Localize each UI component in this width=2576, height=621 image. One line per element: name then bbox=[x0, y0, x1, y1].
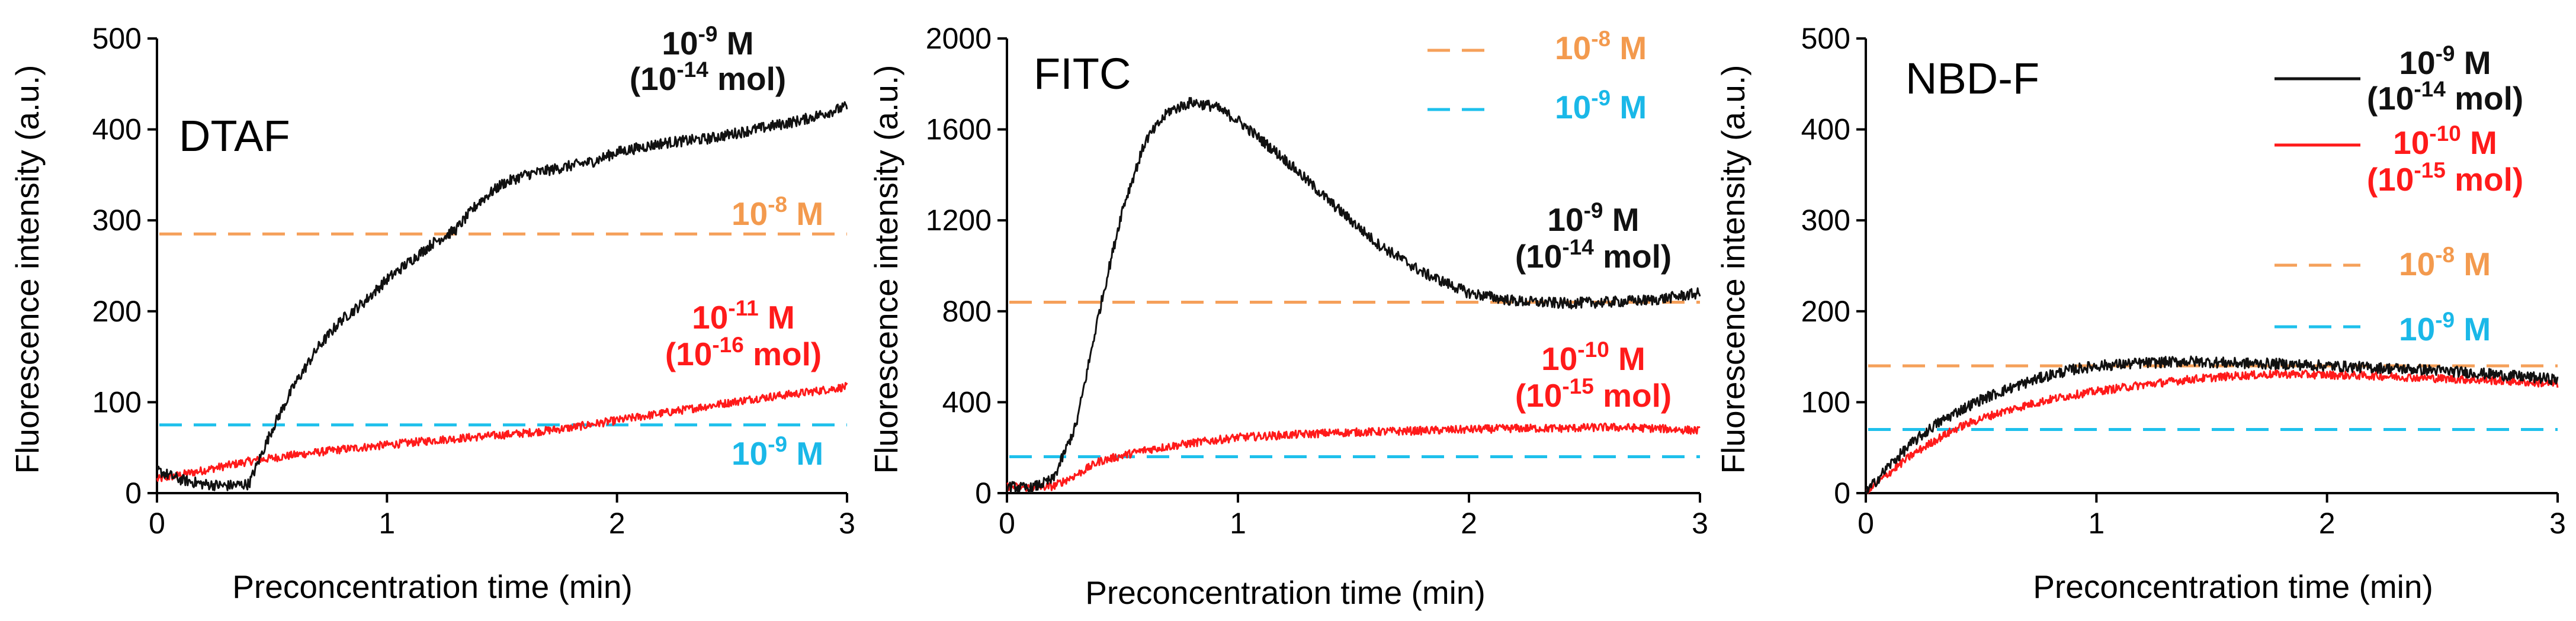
y-tick-label: 800 bbox=[942, 295, 992, 328]
x-tick-label: 2 bbox=[609, 507, 625, 540]
series-line-black bbox=[1006, 96, 1701, 494]
annotation-red-mol: (10-15 mol) bbox=[1515, 374, 1672, 414]
annotation-red-mol: (10-15 mol) bbox=[2367, 158, 2523, 198]
y-tick-label: 1200 bbox=[926, 204, 992, 237]
y-axis-title: Fluorescence intensity (a.u.) bbox=[868, 65, 904, 474]
y-tick-label: 500 bbox=[92, 22, 142, 55]
y-tick-label: 2000 bbox=[926, 22, 992, 55]
x-tick-label: 0 bbox=[999, 507, 1015, 540]
y-tick-label: 200 bbox=[92, 295, 142, 328]
x-tick-label: 1 bbox=[378, 507, 395, 540]
ref-label-orange: 10-8 M bbox=[2399, 243, 2491, 282]
annotation-black: 10-9 M bbox=[662, 22, 753, 62]
annotation-red: 10-10 M bbox=[1541, 337, 1645, 377]
panel-title: FITC bbox=[1034, 49, 1131, 98]
ref-label-cyan: 10-9 M bbox=[2399, 308, 2491, 347]
annotation-black: 10-9 M bbox=[1547, 198, 1639, 238]
y-tick-label: 0 bbox=[975, 477, 992, 510]
y-tick-label: 400 bbox=[942, 385, 992, 419]
y-tick-label: 400 bbox=[1801, 113, 1850, 146]
y-tick-label: 200 bbox=[1801, 295, 1850, 328]
y-tick-label: 0 bbox=[1834, 477, 1850, 510]
y-tick-label: 300 bbox=[1801, 204, 1850, 237]
annotation-red: 10-10 M bbox=[2393, 121, 2497, 161]
annotation-red: 10-11 M bbox=[692, 296, 795, 336]
y-axis-title: Fluorescence intensity (a.u.) bbox=[1715, 65, 1751, 474]
y-tick-label: 300 bbox=[92, 204, 142, 237]
y-tick-label: 1600 bbox=[926, 113, 992, 146]
series-line-red bbox=[1006, 422, 1701, 492]
series-line-black bbox=[1865, 355, 2559, 494]
y-tick-label: 500 bbox=[1801, 22, 1850, 55]
annotation-red-mol: (10-16 mol) bbox=[665, 333, 822, 372]
annotation-black-mol: (10-14 mol) bbox=[630, 57, 786, 97]
y-tick-label: 400 bbox=[92, 113, 142, 146]
x-tick-label: 3 bbox=[2549, 507, 2566, 540]
ref-label-orange: 10-8 M bbox=[732, 192, 823, 232]
x-axis-title: Preconcentration time (min) bbox=[1085, 574, 1486, 611]
x-axis-title: Preconcentration time (min) bbox=[232, 568, 633, 605]
x-tick-label: 0 bbox=[1858, 507, 1874, 540]
x-tick-label: 2 bbox=[1461, 507, 1477, 540]
annotation-black: 10-9 M bbox=[2399, 41, 2491, 81]
y-axis-title: Fluorescence intensity (a.u.) bbox=[9, 65, 46, 474]
panel-title: NBD-F bbox=[1905, 54, 2039, 103]
panel-nbdf: Fluorescence intensity (a.u.) Preconcent… bbox=[1715, 22, 2566, 605]
x-tick-label: 3 bbox=[1692, 507, 1708, 540]
annotation-black-mol: (10-14 mol) bbox=[2367, 77, 2523, 117]
y-tick-label: 100 bbox=[1801, 385, 1850, 419]
panel-title: DTAF bbox=[179, 111, 290, 160]
x-axis-title: Preconcentration time (min) bbox=[2033, 568, 2433, 605]
panel-dtaf: Fluorescence intensity (a.u.) Preconcent… bbox=[9, 22, 855, 605]
ref-label-orange: 10-8 M bbox=[1555, 27, 1647, 66]
series-line-black bbox=[156, 101, 848, 491]
x-tick-label: 3 bbox=[839, 507, 855, 540]
x-tick-label: 0 bbox=[149, 507, 165, 540]
x-tick-label: 2 bbox=[2319, 507, 2336, 540]
series-line-red bbox=[156, 382, 848, 482]
x-tick-label: 1 bbox=[1230, 507, 1246, 540]
ref-label-cyan: 10-9 M bbox=[1555, 86, 1647, 126]
annotation-black-mol: (10-14 mol) bbox=[1515, 235, 1672, 275]
x-tick-label: 1 bbox=[2088, 507, 2105, 540]
y-tick-label: 100 bbox=[92, 385, 142, 419]
series-line-red bbox=[1865, 369, 2559, 494]
y-tick-label: 0 bbox=[125, 477, 142, 510]
panel-fitc: Fluorescence intensity (a.u.) Preconcent… bbox=[868, 22, 1708, 611]
ref-label-cyan: 10-9 M bbox=[732, 432, 823, 472]
